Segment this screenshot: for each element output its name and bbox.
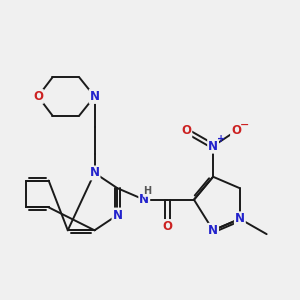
Text: O: O — [181, 124, 191, 137]
Text: N: N — [90, 90, 100, 103]
Text: O: O — [33, 90, 43, 103]
Text: +: + — [218, 134, 226, 144]
Text: −: − — [240, 120, 249, 130]
Text: H: H — [143, 186, 152, 196]
Text: N: N — [208, 224, 218, 237]
Text: N: N — [235, 212, 245, 225]
Text: N: N — [90, 167, 100, 179]
Text: O: O — [162, 220, 172, 233]
Text: O: O — [231, 124, 241, 137]
Text: N: N — [112, 208, 122, 221]
Text: N: N — [139, 193, 149, 206]
Text: N: N — [208, 140, 218, 153]
